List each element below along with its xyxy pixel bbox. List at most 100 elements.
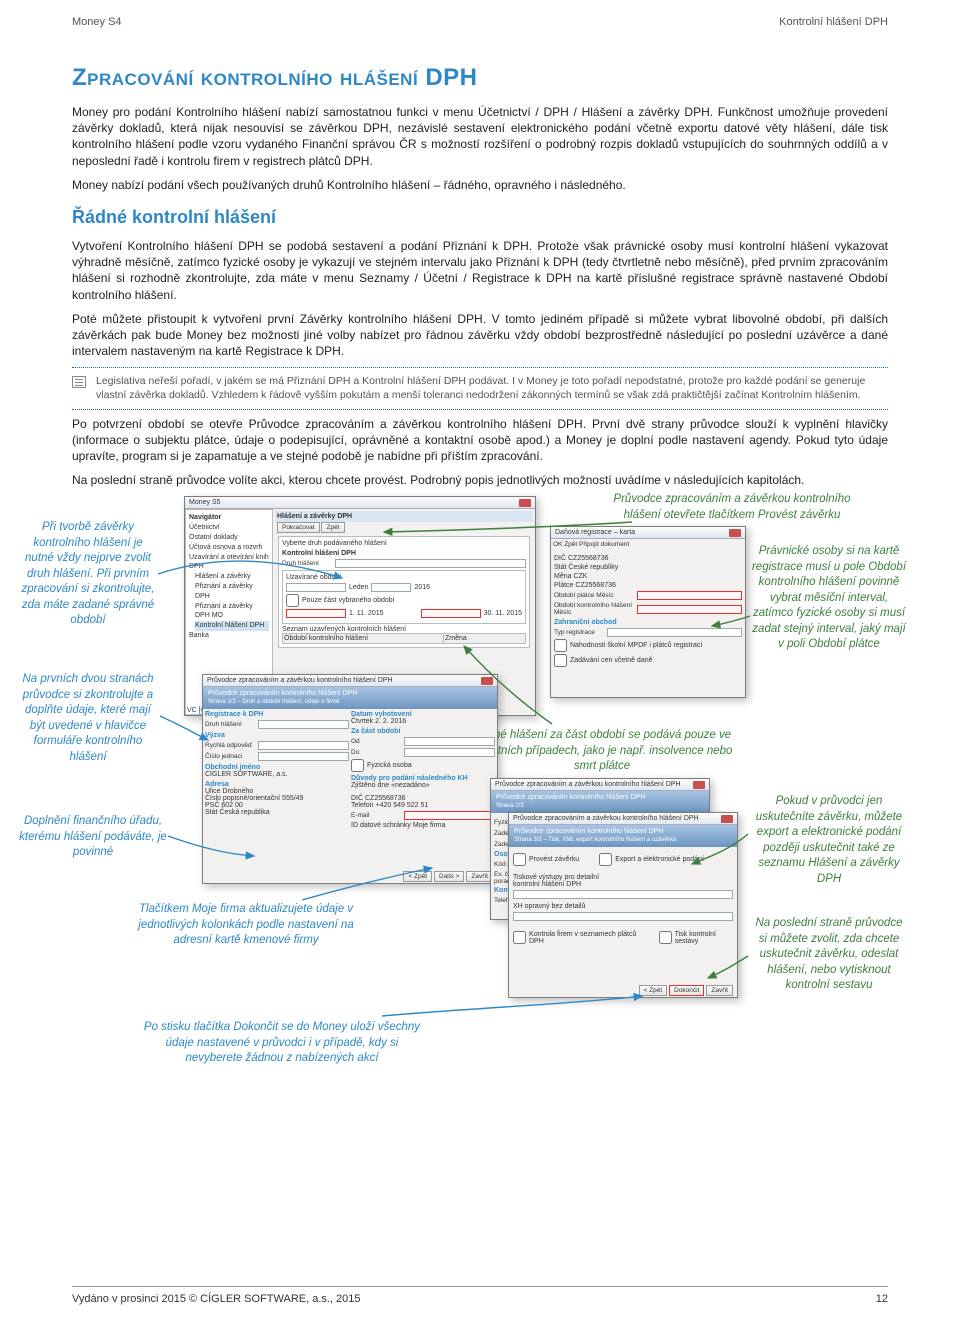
close-button[interactable]: Zavřít [466, 871, 493, 882]
footer-page-number: 12 [876, 1293, 888, 1305]
reg-toolbar[interactable]: OK Zpět Připojit dokument [551, 539, 745, 550]
tree-item[interactable]: Přiznání a závěrky DPH [195, 582, 269, 602]
field-label: E-mail [351, 812, 401, 819]
window-wizard-3: Průvodce zpracováním a závěrkou kontroln… [508, 812, 738, 998]
checkbox[interactable] [554, 639, 567, 652]
value-text: Plátce CZ25568736 [554, 582, 616, 589]
checkbox-label: Fyzická osoba [367, 762, 412, 769]
input[interactable] [513, 912, 733, 921]
back-button[interactable]: < Zpět [639, 985, 668, 996]
page-header: Money S4 Kontrolní hlášení DPH [72, 16, 888, 28]
field-label: Do [351, 749, 401, 756]
close-icon[interactable] [721, 815, 733, 823]
ribbon-title: Průvodce zpracováním kontrolního hlášení… [514, 828, 732, 836]
main-title: Money S5 [189, 499, 221, 506]
close-button[interactable]: Zavřít [706, 985, 733, 996]
wiz2-titlebar: Průvodce zpracováním a závěrkou kontroln… [491, 779, 709, 791]
field-label: Druh hlášení [205, 721, 255, 728]
checkbox-label: Zadávání cen včetně daně [570, 657, 653, 664]
callout-10: Na poslední straně průvodce si můžete zv… [750, 916, 908, 994]
tree-item[interactable]: Přiznání a závěrky DPH MO [195, 602, 269, 622]
tree-item[interactable]: DPH [189, 562, 269, 572]
close-icon[interactable] [481, 677, 493, 685]
partial-period-checkbox[interactable] [286, 594, 299, 607]
input[interactable] [404, 737, 495, 746]
page-footer: Vydáno v prosinci 2015 © CÍGLER SOFTWARE… [72, 1286, 888, 1305]
year-select[interactable] [371, 583, 411, 592]
reg-title: Daňová registrace – karta [555, 529, 635, 536]
value-text: PSČ 602 00 [205, 802, 349, 809]
value-text: ID datové schránky Moje firma [351, 822, 495, 829]
close-icon[interactable] [519, 499, 531, 507]
callout-7: Právnické osoby si na kartě registrace m… [750, 544, 908, 653]
value-text: Telefon +420 549 522 51 [351, 802, 495, 809]
tisk-checkbox[interactable] [659, 931, 672, 944]
input[interactable] [258, 752, 349, 761]
close-icon[interactable] [729, 529, 741, 537]
checkbox[interactable] [554, 654, 567, 667]
window-registration: Daňová registrace – karta OK Zpět Připoj… [550, 526, 746, 698]
paragraph-4: Poté můžete přistoupit k vytvoření první… [72, 311, 888, 360]
value-text: Měna CZK [554, 573, 587, 580]
period-platce-select[interactable] [637, 591, 742, 600]
col-header: Období kontrolního hlášení [283, 634, 443, 643]
wiz3-titlebar: Průvodce zpracováním a závěrkou kontroln… [509, 813, 737, 825]
field-label: Období plátce Měsíc [554, 592, 634, 599]
value-text: Čtvrtek 2. 2. 2016 [351, 718, 495, 725]
field-label: Tiskové výstupy pro detailní kontrolní h… [513, 874, 603, 888]
callout-4: Tlačítkem Moje firma aktualizujete údaje… [136, 902, 356, 949]
checkbox-label: Kontrola firem v seznamech plátců DPH [529, 931, 639, 945]
finish-button[interactable]: Dokončit [669, 985, 704, 996]
list-title: Seznam uzavřených kontrolních hlášení [282, 626, 526, 633]
tree-item-active[interactable]: Kontrolní hlášení DPH [195, 621, 269, 631]
callout-6: Průvodce zpracováním a závěrkou kontroln… [602, 492, 862, 523]
tree-item[interactable]: Účtová osnova a rozvrh [189, 543, 269, 553]
footer-left: Vydáno v prosinci 2015 © CÍGLER SOFTWARE… [72, 1293, 361, 1305]
ribbon-sub: Strana 3/3 – Tisk, XML export kontrolníh… [514, 837, 732, 844]
group-label: Kontrolní hlášení DPH [282, 550, 526, 557]
close-icon[interactable] [693, 781, 705, 789]
tree-item[interactable]: Účetnictví [189, 523, 269, 533]
input[interactable] [607, 628, 742, 637]
paragraph-2: Money nabízí podání všech používaných dr… [72, 177, 888, 193]
callout-8: Řádné hlášení za část období se podává p… [462, 728, 742, 775]
tree-item[interactable]: Uzavírání a otevírání knih [189, 553, 269, 563]
checkbox-label: Export a elektronické podání [615, 856, 704, 863]
continue-button[interactable]: Pokračovat [277, 522, 320, 533]
page-title: Zpracování kontrolního hlášení DPH [72, 64, 888, 92]
wiz1-title: Průvodce zpracováním a závěrkou kontroln… [207, 677, 393, 684]
tree-item[interactable]: Ostatní doklady [189, 533, 269, 543]
month-text: Leden [349, 584, 368, 591]
email-input[interactable] [404, 811, 495, 820]
zaverka-checkbox[interactable] [513, 853, 526, 866]
fyz-checkbox[interactable] [351, 759, 364, 772]
export-checkbox[interactable] [599, 853, 612, 866]
next-button[interactable]: Další > [434, 871, 464, 882]
druh-select[interactable] [335, 559, 526, 568]
kontrola-checkbox[interactable] [513, 931, 526, 944]
note-text: Legislativa neřeší pořadí, v jakém se má… [96, 374, 888, 402]
section-label: Výzva [205, 732, 349, 739]
value-text: Ulice Drobného [205, 788, 349, 795]
paragraph-1: Money pro podání Kontrolního hlášení nab… [72, 104, 888, 169]
back-button[interactable]: < Zpět [403, 871, 432, 882]
wiz1-ribbon: Průvodce zpracováním kontrolního hlášení… [203, 687, 497, 709]
month-select[interactable] [286, 583, 346, 592]
subpanel-label: Uzavírané období [286, 574, 522, 581]
input[interactable] [258, 720, 349, 729]
input[interactable] [258, 741, 349, 750]
section-heading: Řádné kontrolní hlášení [72, 207, 888, 228]
section-label: Důvody pro podání následného KH [351, 775, 495, 782]
date-from-input[interactable] [286, 609, 346, 618]
input[interactable] [513, 890, 733, 899]
divider-bottom [72, 409, 888, 410]
back-button[interactable]: Zpět [321, 522, 344, 533]
input[interactable] [404, 748, 495, 757]
period-kh-select[interactable] [637, 605, 742, 614]
tree-item[interactable]: Hlášení a závěrky [195, 572, 269, 582]
callout-3: Doplnění finančního úřadu, kterému hláše… [18, 814, 168, 861]
tree-item[interactable]: Banka [189, 631, 269, 641]
field-label: Od [351, 738, 401, 745]
date-to-input[interactable] [421, 609, 481, 618]
value-text: Číslo popisné/orientační 555/49 [205, 795, 349, 802]
